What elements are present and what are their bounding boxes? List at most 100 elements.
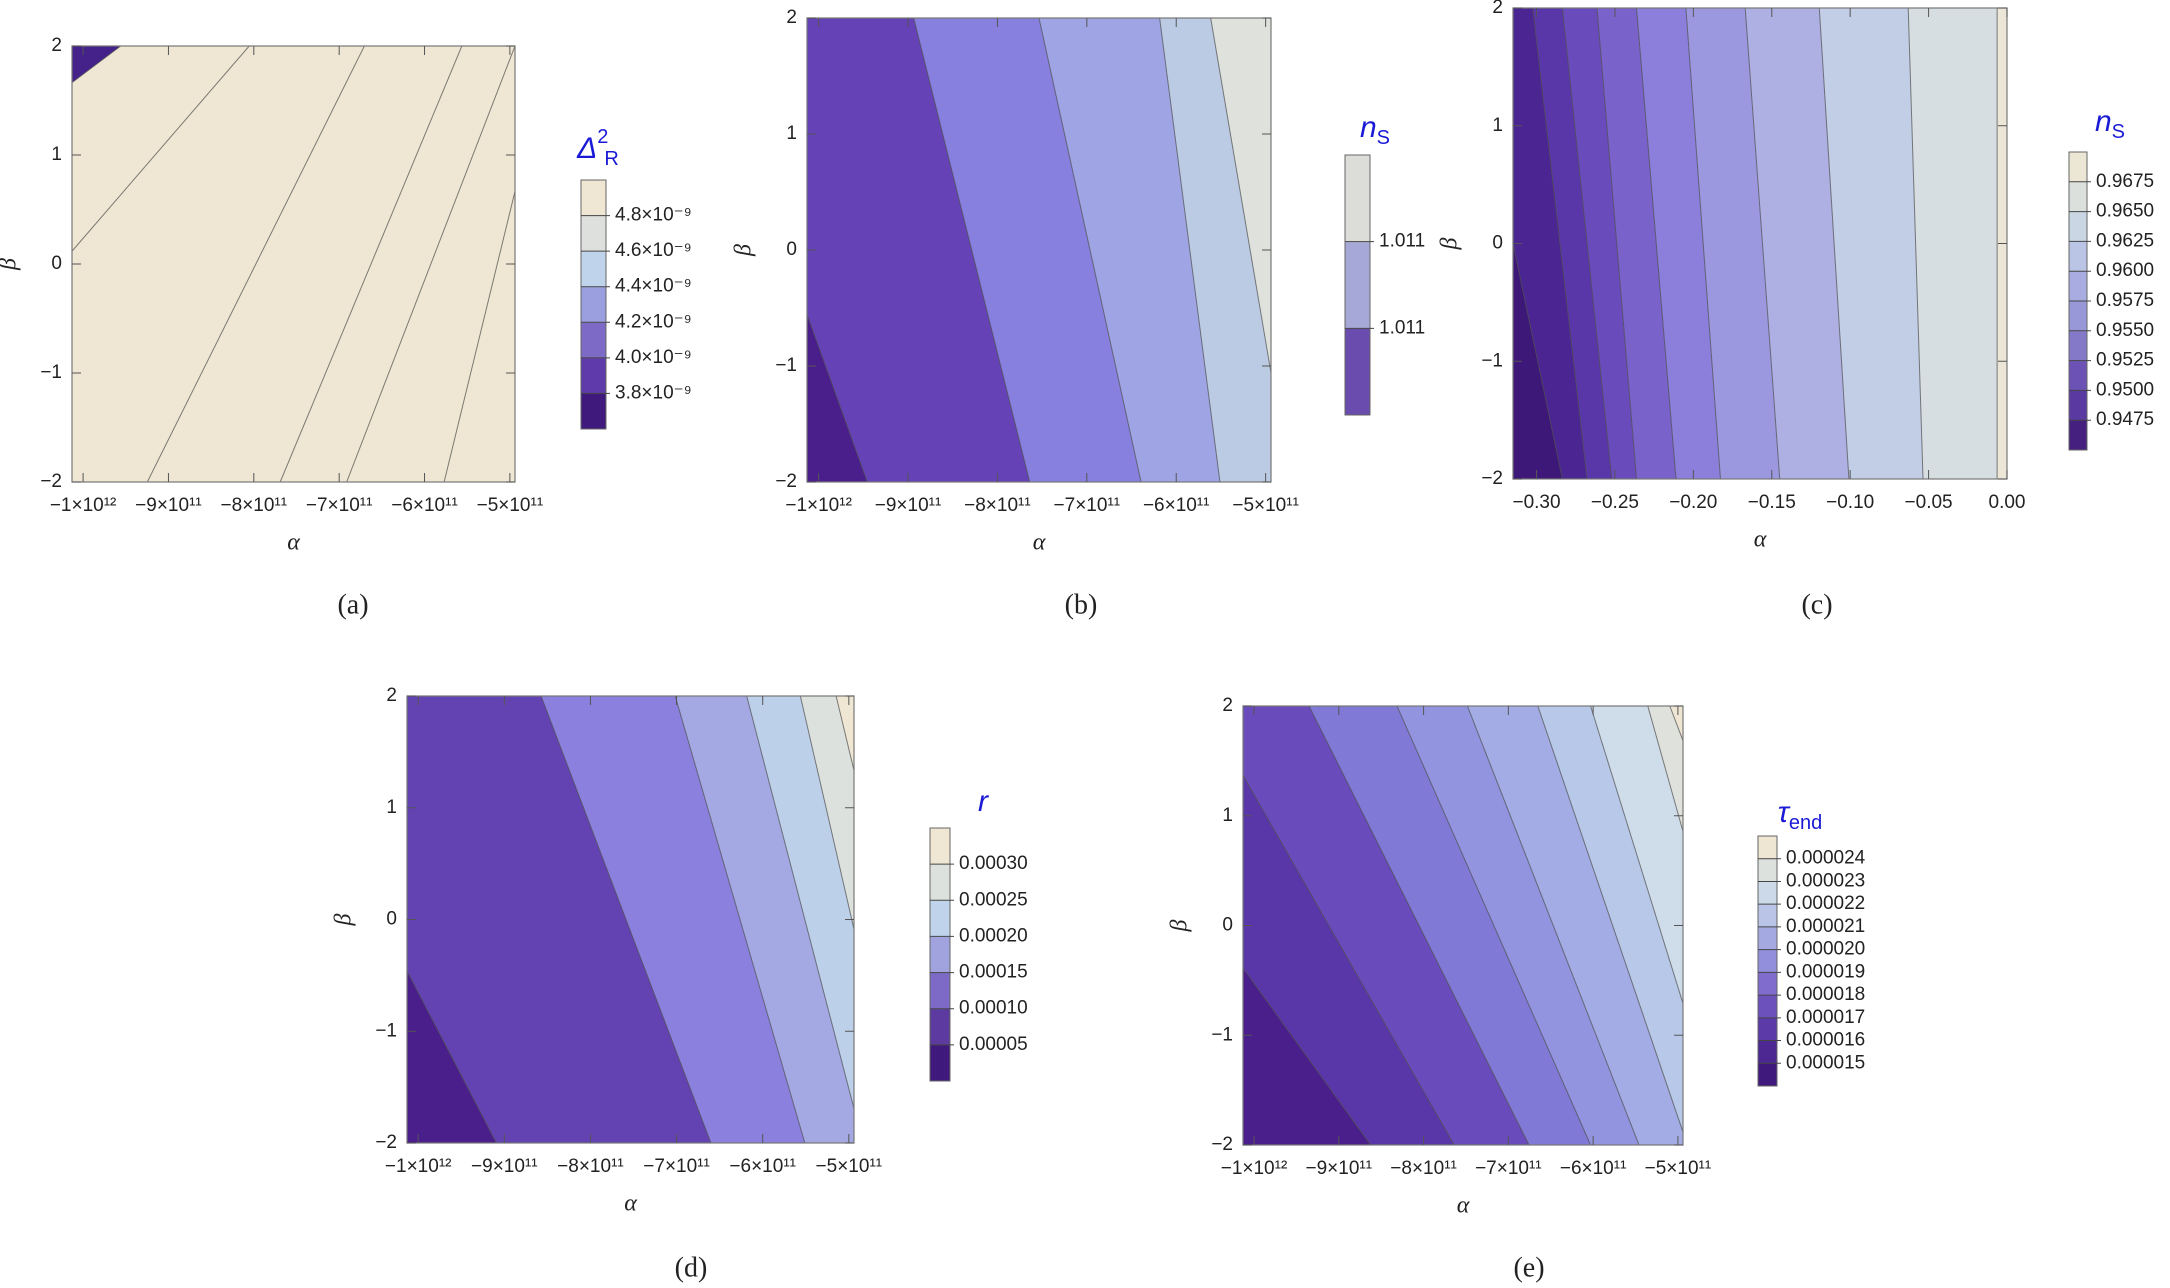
y-axis-label: β — [331, 913, 357, 926]
x-tick-label: −5×10¹¹ — [1645, 1158, 1712, 1179]
y-tick-label: −1 — [375, 1020, 397, 1041]
legend-label: 0.9575 — [2096, 290, 2154, 311]
legend-label: 1.011 — [1379, 231, 1425, 252]
contour-line — [407, 969, 497, 1143]
y-tick-label: 2 — [1492, 0, 1503, 18]
legend-swatch — [1758, 1040, 1777, 1064]
legend-label: 0.000022 — [1786, 893, 1865, 914]
legend-label: 4.8×10⁻⁹ — [615, 205, 692, 226]
legend-swatch — [2069, 360, 2087, 391]
contour-region — [807, 18, 1030, 482]
contour-line — [746, 696, 854, 1111]
legend-label: 0.00005 — [959, 1034, 1028, 1055]
x-tick-label: −0.05 — [1905, 492, 1953, 513]
legend-label: 0.000021 — [1786, 916, 1865, 937]
legend-title-main: n — [2095, 105, 2112, 138]
x-tick-label: −8×10¹¹ — [221, 495, 288, 516]
x-tick-label: −0.20 — [1669, 492, 1717, 513]
legend-swatch — [1345, 328, 1370, 416]
legend-swatch — [581, 286, 606, 323]
x-tick-label: −0.15 — [1748, 492, 1796, 513]
contour-region — [1819, 8, 1924, 479]
x-tick-label: −8×10¹¹ — [557, 1156, 624, 1177]
y-tick-label: −2 — [40, 471, 62, 492]
y-tick-label: 1 — [1492, 115, 1503, 136]
panel: −0.30 −0.25 −0.20 −0.15 −0.10 −0.05 0.00 −2 −1 0 1… — [1437, 0, 2155, 620]
legend-label: 0.000019 — [1786, 961, 1865, 982]
legend-label: 0.9625 — [2096, 230, 2154, 251]
contour-plot — [72, 46, 515, 482]
legend-label: 0.00025 — [959, 889, 1028, 910]
legend-swatch — [1758, 904, 1777, 928]
y-tick-label: 2 — [51, 35, 62, 56]
legend-label: 0.000024 — [1786, 848, 1866, 869]
contour-line — [1818, 8, 1850, 479]
contour-region — [1309, 706, 1591, 1145]
caption: (a) — [337, 589, 368, 620]
legend-title: τend — [1778, 796, 1823, 834]
y-tick-label: −2 — [775, 471, 797, 492]
x-tick-label: −5×10¹¹ — [816, 1156, 883, 1177]
y-tick-label: −1 — [1211, 1024, 1233, 1045]
contour-plot — [807, 18, 1271, 482]
legend-label: 0.00010 — [959, 998, 1028, 1019]
legend-label: 0.000017 — [1786, 1007, 1865, 1028]
legend-swatch — [2069, 330, 2087, 362]
legend-title-main: r — [978, 785, 989, 818]
legend-swatch — [581, 393, 606, 430]
legend-swatch — [2069, 420, 2087, 451]
legend-swatch — [2069, 181, 2087, 213]
contour-region — [1467, 706, 1683, 1145]
legend-frame — [1757, 835, 1778, 1087]
contour-plot — [1243, 706, 1683, 1145]
caption: (b) — [1065, 589, 1098, 620]
x-tick-label: −1×10¹² — [385, 1156, 452, 1177]
contour-region — [1596, 8, 1677, 479]
legend-swatch — [581, 322, 606, 359]
y-tick-label: −1 — [1481, 350, 1503, 371]
x-tick-label: −9×10¹¹ — [875, 495, 942, 516]
legend-swatch — [1345, 155, 1370, 243]
x-axis-label: α — [287, 530, 300, 556]
legend-swatch — [930, 1044, 950, 1082]
legend-swatch — [1758, 995, 1777, 1019]
contour-line — [1159, 18, 1221, 482]
legend-title-sup: 2 — [597, 126, 608, 148]
contour-region — [1243, 706, 1529, 1145]
contour-line — [443, 189, 515, 482]
y-tick-label: 0 — [1492, 233, 1503, 254]
legend-label: 0.9650 — [2096, 201, 2154, 222]
x-tick-label: −5×10¹¹ — [1232, 495, 1299, 516]
legend-swatch — [1758, 926, 1777, 951]
contour-line — [540, 696, 712, 1143]
legend-title: nS — [2095, 105, 2125, 143]
contour-region — [407, 696, 711, 1143]
legend-title-sub: end — [1789, 812, 1822, 834]
contour-line — [1466, 706, 1640, 1145]
x-tick-label: −8×10¹¹ — [964, 495, 1031, 516]
x-tick-label: −5×10¹¹ — [477, 495, 544, 516]
legend-title-sub: R — [604, 148, 618, 170]
y-tick-label: 0 — [786, 239, 797, 260]
legend-swatch — [581, 357, 606, 394]
legend-label: 0.00030 — [959, 853, 1028, 874]
contour-line — [1243, 967, 1372, 1145]
contour-line — [1308, 706, 1530, 1145]
x-axis-label: α — [1457, 1193, 1470, 1219]
x-tick-label: −7×10¹¹ — [306, 495, 373, 516]
y-tick-label: 1 — [51, 144, 62, 165]
legend-frame — [929, 827, 951, 1082]
legend-swatch — [930, 1008, 950, 1046]
legend-title-main: τ — [1778, 796, 1791, 829]
caption: (d) — [675, 1252, 708, 1283]
legend-label: 0.000015 — [1786, 1052, 1865, 1073]
legend-swatch — [1758, 1063, 1777, 1087]
x-tick-label: −7×10¹¹ — [1475, 1158, 1542, 1179]
y-tick-label: 0 — [1222, 915, 1233, 936]
legend-swatch — [1758, 858, 1777, 882]
contour-line — [1243, 774, 1455, 1145]
x-axis-label: α — [1754, 527, 1767, 553]
legend-swatch — [2069, 241, 2087, 272]
contour-line — [1038, 18, 1142, 482]
contour-region — [675, 696, 854, 1143]
